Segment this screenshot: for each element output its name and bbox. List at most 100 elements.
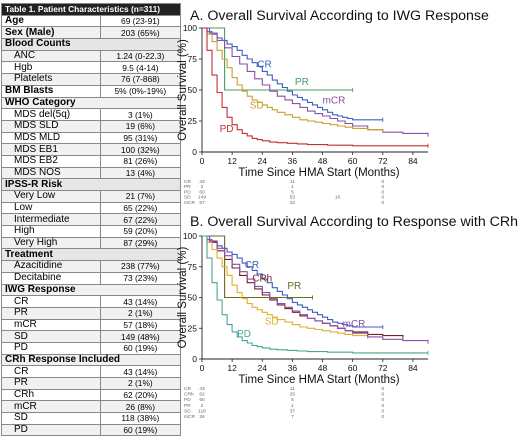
y-tick-label: 25 [188,116,198,126]
y-tick-label: 0 [192,354,197,364]
series-line-pr [202,27,353,91]
x-tick-label: 48 [318,156,328,166]
series-label-mcr: mCR [343,319,366,330]
risk-row-label: SD [184,195,191,201]
y-tick-label: 25 [188,323,198,333]
row-value: 43 (14%) [99,365,182,378]
y-tick-label: 0 [192,147,197,157]
row-label: Very Low [1,190,101,203]
risk-count: 26 [199,414,205,420]
risk-row-label: PD [184,397,191,403]
table-row: Low 65 (22%) [1,201,182,215]
series-line-cr [202,27,383,121]
x-tick-label: 48 [318,363,328,373]
risk-count: 0 [381,403,384,409]
table-row: MDS SLD 19 (6%) [1,119,182,133]
table-row: High 59 (20%) [1,225,182,238]
x-tick-label: 72 [378,156,388,166]
chart-a: A. Overall Survival According to IWG Res… [177,8,489,206]
table-row: Very High 87 (29%) [1,236,182,250]
risk-count: 1 [291,403,294,409]
row-label: MDS SLD [1,119,101,133]
series-label-sd: SD [250,101,264,112]
row-value: 100 (32%) [99,143,182,156]
table-title-row: Table 1. Patient Characteristics (n=311) [1,3,181,16]
table-row: CR 43 (14%) [1,295,182,308]
y-tick-label: 75 [188,262,198,272]
patient-characteristics-table: Table 1. Patient Characteristics (n=311)… [1,3,182,436]
series-label-cr: CR [257,60,271,71]
x-axis-label: Time Since HMA Start (Months) [238,167,399,179]
y-tick-label: 100 [183,231,197,241]
x-tick-label: 36 [288,363,298,373]
table-row: MDS NOS 13 (4%) [1,166,182,180]
table-row: MDS EB2 81 (26%) [1,154,182,168]
row-value: 59 (20%) [99,225,182,238]
x-tick-label: 60 [348,363,358,373]
series-label-crh: CRh [252,274,272,285]
row-value: 19 (6%) [99,119,182,133]
x-tick-label: 24 [258,156,268,166]
series-line-crh [202,235,404,337]
chart-b: B. Overall Survival According to Respons… [177,214,518,420]
risk-count: 43 [199,179,205,185]
risk-count: 53 [290,195,296,201]
x-axis-label: Time Since HMA Start (Months) [238,374,399,386]
risk-count: 0 [381,414,384,420]
series-line-cr [202,235,383,328]
chart-title: B. Overall Survival According to Respons… [190,214,518,230]
series-label-pr: PR [295,77,309,88]
table-group-row: Blood Counts [1,38,181,51]
risk-count: 0 [381,386,384,392]
risk-count: 11 [290,386,295,392]
risk-count: 5 [291,189,294,195]
x-tick-label: 12 [227,363,237,373]
risk-count: 22 [290,200,296,206]
series-label-pd: PD [220,124,234,135]
risk-count: 0 [381,195,384,201]
y-tick-label: 75 [188,54,198,64]
row-value: 81 (26%) [99,154,182,168]
table-row: Sex (Male) 203 (65%) [1,26,182,40]
x-tick-label: 84 [408,363,418,373]
risk-row-label: CR [184,179,191,185]
row-label: High [1,225,101,238]
series-line-pd [202,235,428,354]
series-line-pd [202,27,428,147]
risk-count: 2 [201,403,204,409]
risk-count: 0 [381,408,384,414]
table-title: Table 1. Patient Characteristics (n=311) [1,3,181,16]
risk-count: 60 [199,189,205,195]
risk-count: 57 [199,200,205,206]
risk-row-label: PR [184,184,191,190]
risk-count: 0 [381,189,384,195]
row-value: 21 (7%) [99,190,182,203]
table-group-row: IPSS-R Risk [1,178,181,191]
table-row: Very Low 21 (7%) [1,190,182,203]
risk-row-label: CR [184,386,191,392]
x-tick-label: 24 [258,363,268,373]
row-label: SD [1,330,101,343]
risk-row-label: mCR [184,414,195,420]
row-label: MDS NOS [1,166,101,180]
row-value: 65 (22%) [99,201,182,215]
row-label: IPSS-R Risk [1,178,181,191]
risk-count: 2 [201,184,204,190]
y-axis-label: Overall Survival (%) [177,39,189,141]
y-tick-label: 50 [188,85,198,95]
x-tick-label: 36 [288,156,298,166]
risk-row-label: PD [184,189,191,195]
row-value: 1.24 (0-22.3) [99,49,182,63]
row-value: 13 (4%) [99,166,182,180]
x-tick-label: 0 [200,156,205,166]
row-label: Very High [1,236,101,250]
y-tick-label: 100 [183,23,197,33]
x-tick-label: 84 [408,156,418,166]
risk-row-label: mCR [184,200,195,206]
chart-title: A. Overall Survival According to IWG Res… [190,8,489,24]
table-row: Intermediate 67 (22%) [1,213,182,227]
risk-count: 11 [290,179,295,185]
row-value: 67 (22%) [99,213,182,227]
risk-count: 0 [381,397,384,403]
